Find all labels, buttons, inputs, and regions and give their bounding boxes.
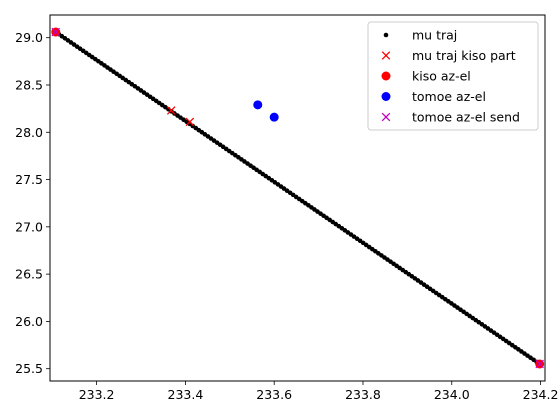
x-tick-label: 233.8 — [345, 387, 381, 402]
y-tick-label: 29.0 — [15, 30, 43, 45]
tomoe-az-el-send-point — [51, 27, 61, 37]
mu-traj-kiso-part-point — [185, 117, 195, 127]
x-tick-label: 234.0 — [434, 387, 470, 402]
legend-label: tomoe az-el send — [412, 110, 520, 125]
series-tomoe-az-el — [253, 100, 279, 122]
y-axis-ticks: 25.5 26.0 26.5 27.0 27.5 28.0 28.5 29.0 — [15, 30, 50, 376]
x-tick-label: 234.2 — [523, 387, 559, 402]
legend-box — [367, 21, 539, 131]
legend-marker — [383, 32, 389, 38]
legend-label: mu traj — [412, 28, 457, 43]
legend-marker — [381, 92, 391, 101]
legend-marker — [381, 51, 391, 60]
y-tick-label: 26.0 — [15, 314, 43, 329]
tomoe-az-el-send-point — [535, 359, 544, 369]
legend-marker — [381, 71, 391, 81]
axes-frame — [49, 14, 546, 382]
y-tick-label: 28.5 — [15, 77, 43, 92]
x-tick-label: 233.2 — [79, 387, 115, 402]
y-tick-label: 27.5 — [15, 172, 43, 187]
y-tick-label: 26.5 — [15, 267, 43, 282]
x-tick-label: 233.6 — [256, 387, 292, 402]
series-mu-traj — [53, 29, 542, 367]
legend-label: tomoe az-el — [412, 89, 486, 104]
tomoe-az-el-point — [269, 112, 279, 122]
y-tick-label: 27.0 — [15, 219, 43, 234]
series-mu-traj-kiso-part — [166, 106, 195, 127]
legend-label: mu traj kiso part — [412, 48, 516, 63]
x-tick-label: 233.4 — [168, 387, 204, 402]
series-tomoe-az-el-send — [51, 27, 544, 369]
y-tick-label: 28.0 — [15, 125, 43, 140]
tomoe-az-el-point — [253, 100, 263, 110]
legend: mu traj mu traj kiso part kiso az-el tomoe … — [367, 21, 539, 131]
x-axis-ticks: 233.2 233.4 233.6 233.8 234.0 234.2 — [79, 381, 559, 402]
legend-marker — [381, 112, 391, 122]
mu-traj-kiso-part-point — [166, 106, 176, 115]
plot-marks — [51, 27, 545, 369]
y-tick-label: 25.5 — [15, 361, 43, 376]
legend-label: kiso az-el — [412, 69, 471, 84]
